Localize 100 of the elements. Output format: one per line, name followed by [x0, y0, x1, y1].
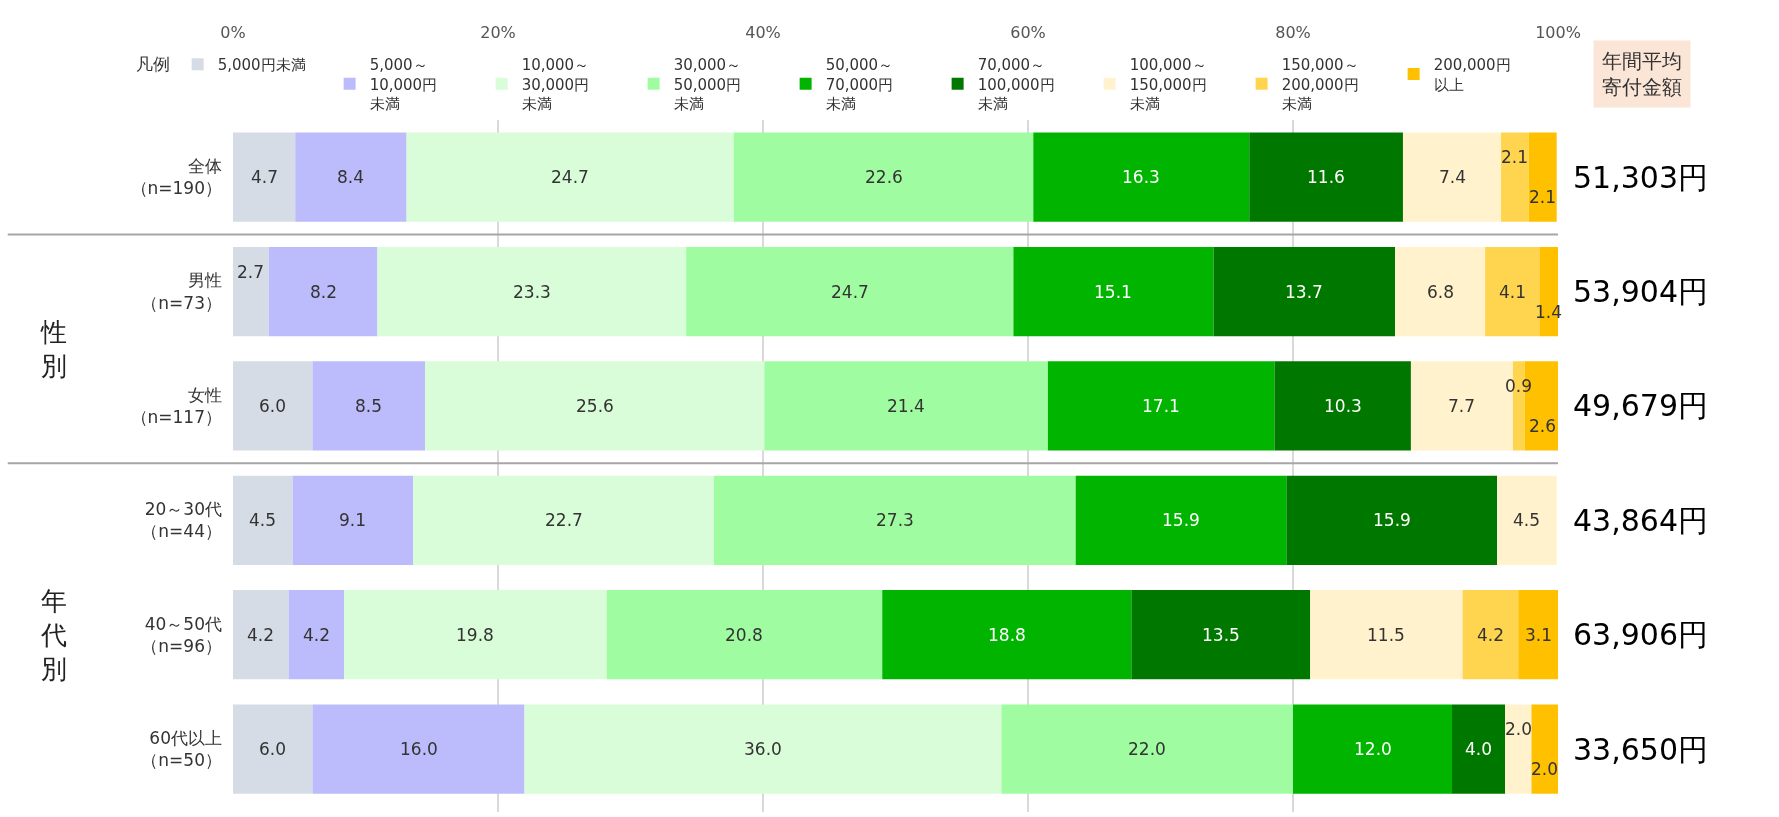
bar	[1075, 475, 1287, 565]
bar	[268, 246, 378, 337]
data-label: 2.0	[1505, 719, 1533, 739]
data-label: 12.0	[1354, 739, 1392, 759]
data-label: 2.1	[1501, 147, 1529, 167]
y-tick-label: 60代以上（n=50）	[141, 727, 222, 771]
legend-label: 30,000～50,000円未満	[673, 56, 742, 114]
data-label: 23.3	[513, 282, 551, 302]
bar	[1293, 704, 1452, 794]
bar	[1001, 704, 1293, 794]
x-tick-label: 20%	[480, 22, 516, 42]
data-label: 15.9	[1373, 510, 1411, 530]
data-label: 2.6	[1529, 416, 1557, 436]
data-label: 7.7	[1448, 396, 1476, 416]
data-label: 3.1	[1525, 625, 1553, 645]
data-label: 6.0	[259, 396, 287, 416]
text: 63,906円	[1573, 617, 1708, 652]
text: 年間平均寄付金額	[1602, 49, 1682, 99]
legend-label: 5,000～10,000円未満	[369, 56, 438, 114]
data-label: 25.6	[576, 396, 614, 416]
bar	[1462, 590, 1519, 680]
text: 49,679円	[1573, 388, 1708, 423]
data-label: 4.1	[1499, 282, 1527, 302]
bar	[1213, 246, 1396, 337]
data-label: 22.6	[865, 167, 903, 187]
data-label: 11.5	[1367, 625, 1405, 645]
legend-label: 200,000円以上	[1433, 56, 1511, 94]
legend-title: 凡例	[135, 54, 170, 75]
bar	[1310, 590, 1463, 680]
y-tick-label: 20～30代（n=44）	[141, 499, 222, 542]
text: 性別	[40, 317, 67, 381]
x-tick-label: 100%	[1535, 22, 1581, 42]
bar	[233, 132, 296, 222]
data-label: 15.1	[1094, 282, 1132, 302]
data-label: 27.3	[876, 510, 914, 530]
bar	[233, 246, 269, 337]
bar	[524, 704, 1002, 794]
data-label: 2.7	[237, 262, 265, 282]
data-label: 24.7	[551, 167, 589, 187]
bar	[713, 475, 1076, 565]
text: 51,303円	[1573, 160, 1708, 195]
bar	[686, 246, 1014, 337]
data-label: 4.5	[1513, 510, 1541, 530]
data-label: 17.1	[1142, 396, 1180, 416]
x-tick-label: 0%	[220, 22, 246, 42]
bar	[1501, 132, 1529, 222]
data-label: 9.1	[339, 510, 367, 530]
data-label: 4.0	[1465, 739, 1493, 759]
bar	[1518, 590, 1558, 680]
bar	[312, 361, 426, 451]
data-label: 8.4	[337, 167, 365, 187]
x-tick-label: 60%	[1010, 22, 1046, 42]
bar	[233, 361, 313, 451]
data-label: 16.3	[1122, 167, 1160, 187]
data-label: 19.8	[456, 625, 494, 645]
bar	[233, 590, 289, 680]
bar	[344, 590, 607, 680]
y-tick-label: 女性（n=117）	[130, 384, 222, 427]
bar	[1274, 361, 1411, 451]
legend-label: 150,000～200,000円未満	[1281, 56, 1359, 114]
data-label: 36.0	[744, 739, 782, 759]
legend-label: 5,000円未満	[217, 56, 306, 75]
data-label: 8.2	[310, 282, 338, 302]
text: 43,864円	[1573, 503, 1708, 538]
data-label: 16.0	[400, 739, 438, 759]
legend-label: 50,000～70,000円未満	[825, 56, 894, 114]
data-label: 6.0	[259, 739, 287, 759]
bar	[312, 704, 525, 794]
data-label: 6.8	[1427, 282, 1455, 302]
x-tick-label: 40%	[745, 22, 781, 42]
bar	[1402, 132, 1502, 222]
data-label: 22.0	[1128, 739, 1166, 759]
data-label: 22.7	[545, 510, 583, 530]
data-label: 21.4	[887, 396, 925, 416]
bar	[882, 590, 1132, 680]
bar	[1249, 132, 1403, 222]
bar	[233, 704, 313, 794]
data-label: 8.5	[355, 396, 383, 416]
bar	[1286, 475, 1498, 565]
data-label: 4.2	[247, 625, 275, 645]
bar	[1395, 246, 1486, 337]
bar	[764, 361, 1048, 451]
bar	[1505, 704, 1532, 794]
data-label: 4.2	[1477, 625, 1505, 645]
data-label: 4.7	[251, 167, 279, 187]
text: 33,650円	[1573, 732, 1708, 767]
data-label: 4.2	[303, 625, 331, 645]
data-label: 2.0	[1531, 759, 1559, 779]
bar	[295, 132, 407, 222]
data-label: 11.6	[1307, 167, 1345, 187]
bar	[425, 361, 765, 451]
text: 年代別	[40, 586, 67, 684]
bar	[406, 132, 734, 222]
bar	[1497, 475, 1557, 565]
bar	[413, 475, 714, 565]
bar	[292, 475, 414, 565]
bar	[606, 590, 883, 680]
data-label: 15.9	[1162, 510, 1200, 530]
bar	[1528, 132, 1557, 222]
bar	[377, 246, 687, 337]
